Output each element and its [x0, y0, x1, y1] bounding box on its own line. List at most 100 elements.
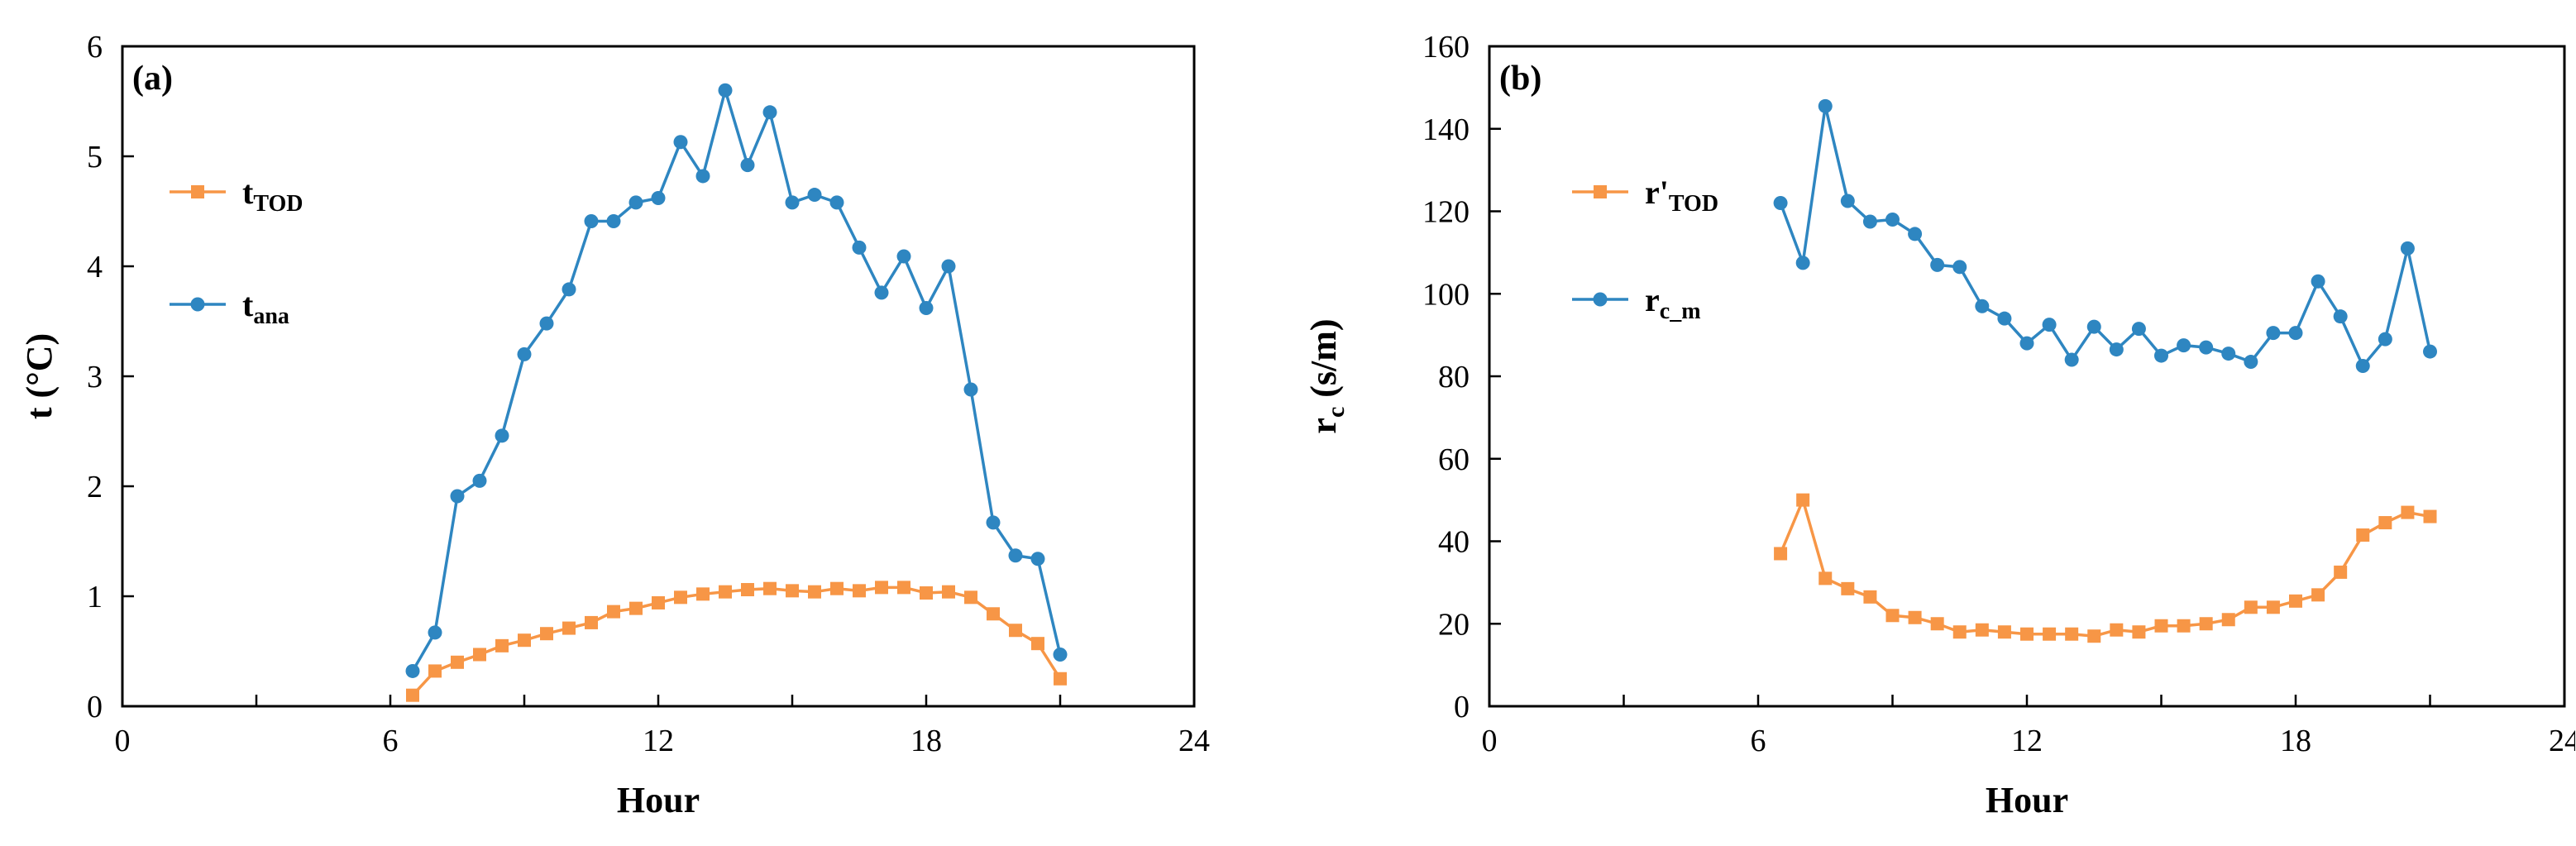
data-point-a-0 [451, 655, 464, 669]
data-point-b-1 [1997, 311, 2012, 326]
data-point-a-0 [428, 664, 442, 678]
data-point-b-0 [2221, 613, 2235, 627]
data-point-a-0 [674, 590, 687, 605]
data-point-a-1 [562, 282, 576, 297]
data-point-b-0 [1997, 625, 2011, 639]
series-a-1 [405, 83, 1068, 678]
data-point-a-1 [986, 515, 1001, 530]
legend-marker-a-1 [190, 297, 205, 312]
legend-label-a-1: tana [242, 286, 289, 329]
data-point-b-0 [2154, 619, 2168, 633]
y-tick-label-b: 60 [1438, 442, 1470, 477]
data-point-b-1 [1818, 98, 1833, 113]
data-point-a-1 [852, 240, 867, 255]
data-point-a-0 [875, 581, 888, 595]
data-point-b-1 [2086, 319, 2101, 334]
data-point-a-0 [853, 584, 866, 598]
data-point-a-1 [1030, 552, 1045, 566]
legend-label-a-0: tTOD [242, 174, 303, 217]
y-tick-label-b: 80 [1438, 360, 1470, 394]
data-point-b-1 [2333, 309, 2348, 324]
series-a-0 [406, 581, 1067, 702]
data-point-b-0 [1818, 571, 1833, 586]
data-point-b-0 [2020, 627, 2034, 641]
data-point-a-1 [1008, 548, 1023, 563]
data-point-a-0 [540, 627, 553, 641]
data-point-b-0 [2289, 594, 2302, 608]
data-point-b-1 [1952, 260, 1967, 275]
y-tick-label-a: 5 [87, 140, 103, 174]
data-point-b-0 [2423, 509, 2437, 523]
data-point-b-0 [2311, 588, 2325, 602]
data-point-a-0 [1009, 624, 1022, 638]
data-point-a-1 [405, 663, 420, 678]
data-point-a-0 [585, 615, 598, 629]
data-point-a-1 [896, 249, 911, 264]
data-point-b-1 [2042, 318, 2057, 332]
data-point-a-0 [897, 581, 910, 595]
data-point-b-0 [2043, 627, 2057, 641]
chart-panel-a: 0 6 12 18 24 0 1 2 3 4 5 6 Hour t (°C) (a) tTOD tana [19, 30, 1210, 820]
data-point-b-1 [1930, 257, 1945, 272]
x-tick-label-b: 12 [2011, 724, 2043, 758]
legend-marker-a-0 [191, 185, 204, 198]
data-point-b-1 [2400, 241, 2415, 256]
data-point-a-0 [920, 586, 933, 600]
data-point-a-1 [428, 625, 442, 640]
data-point-b-0 [2087, 629, 2101, 643]
data-point-b-0 [2356, 528, 2370, 542]
y-tick-label-b: 100 [1422, 277, 1470, 312]
data-point-a-0 [406, 688, 419, 702]
data-point-b-1 [1773, 196, 1788, 211]
chart-panel-b: 0 6 12 18 24 0 20 40 60 80 100 120 140 160 Hour rc (s/m… [1288, 0, 2575, 846]
data-point-b-1 [1862, 214, 1877, 229]
data-point-b-1 [1795, 256, 1810, 270]
data-point-b-1 [2378, 332, 2392, 347]
y-tick-label-b: 160 [1422, 30, 1470, 65]
data-point-b-0 [1908, 610, 1922, 624]
series-b-1 [1773, 98, 2437, 374]
data-point-b-0 [2132, 625, 2146, 639]
x-tick-label-a: 18 [910, 724, 942, 758]
data-point-b-1 [1840, 194, 1855, 208]
data-point-a-0 [741, 583, 754, 597]
data-point-b-1 [2177, 338, 2191, 353]
data-point-b-1 [2311, 274, 2325, 289]
data-point-b-0 [2110, 623, 2124, 637]
data-point-a-0 [518, 633, 531, 648]
data-point-a-1 [695, 169, 710, 184]
data-point-a-1 [472, 473, 487, 488]
series-b-0 [1774, 493, 2437, 643]
data-point-b-0 [1841, 581, 1855, 595]
y-tick-label-a: 3 [87, 360, 103, 394]
legend-entry-a-1: tana [170, 286, 289, 329]
data-point-a-0 [942, 585, 955, 599]
data-point-a-0 [473, 648, 486, 662]
y-tick-label-b: 140 [1422, 112, 1470, 147]
data-point-b-1 [2064, 352, 2079, 367]
legend-label-b-1: rc_m [1645, 281, 1701, 324]
x-tick-label-b: 6 [1751, 724, 1766, 758]
series-line-b-1 [1779, 105, 2432, 369]
data-point-b-0 [1885, 609, 1900, 623]
legend-entry-b-1: rc_m [1572, 281, 1701, 324]
data-point-a-1 [919, 301, 934, 316]
y-axis-title-b: rc (s/m) [1303, 318, 1350, 433]
data-point-b-0 [1863, 590, 1877, 604]
data-point-a-0 [495, 638, 509, 652]
data-point-b-1 [2244, 355, 2258, 370]
data-point-b-1 [2355, 359, 2370, 374]
data-point-a-1 [941, 259, 956, 274]
x-axis-title-b: Hour [1986, 780, 2068, 820]
data-point-b-1 [2199, 340, 2214, 355]
data-point-a-0 [964, 590, 977, 605]
data-point-b-1 [1885, 212, 1900, 227]
data-point-b-0 [2401, 505, 2415, 519]
x-tick-label-a: 12 [643, 724, 674, 758]
y-tick-label-a: 2 [87, 470, 103, 504]
data-point-b-0 [1952, 625, 1967, 639]
data-point-b-1 [2131, 322, 2146, 337]
data-point-b-0 [2378, 516, 2392, 530]
data-point-a-1 [651, 191, 666, 206]
